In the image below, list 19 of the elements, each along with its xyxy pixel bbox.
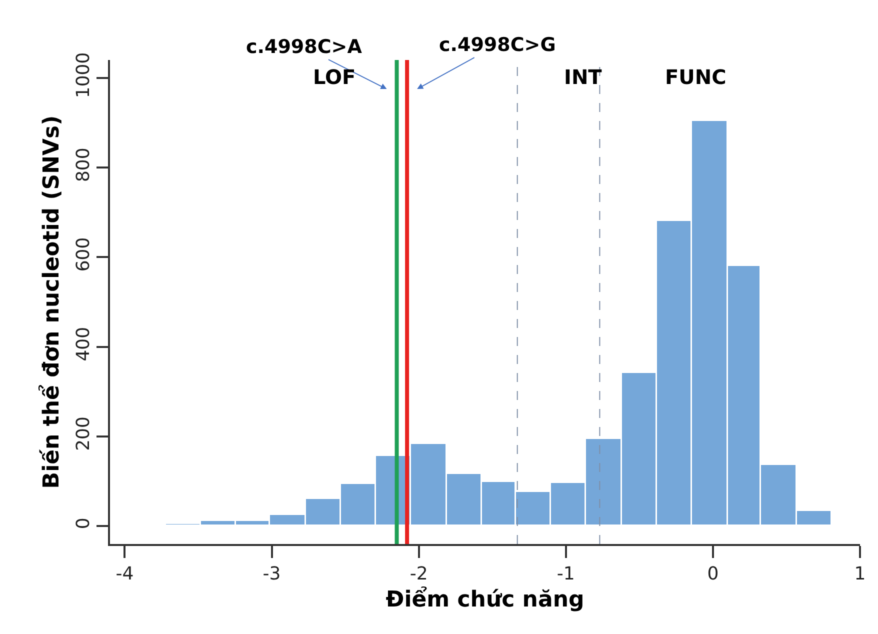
annotation: LOF <box>313 65 356 89</box>
x-tick-label: -2 <box>410 563 428 584</box>
x-tick-label: 1 <box>854 563 866 584</box>
x-tick-label: -3 <box>262 563 281 584</box>
y-tick-label: 1000 <box>73 52 94 98</box>
ref-line-label: c.4998C>A <box>246 36 362 58</box>
y-tick-label: 800 <box>73 148 94 182</box>
x-tick-label: -1 <box>556 563 575 584</box>
ref-line-label: c.4998C>G <box>439 34 556 56</box>
y-tick-label: 200 <box>73 416 94 451</box>
y-tick-label: 400 <box>73 326 94 362</box>
x-axis-title: Điểm chức năng <box>386 586 584 613</box>
annotation: INT <box>564 65 602 89</box>
x-tick-label: -4 <box>116 563 134 584</box>
y-tick-label: 0 <box>73 518 94 530</box>
y-axis-title: Biến thể đơn nucleotid (SNVs) <box>37 115 64 489</box>
annotation: FUNC <box>665 65 726 89</box>
y-tick-label: 600 <box>73 237 94 272</box>
x-tick-label: 0 <box>707 563 719 584</box>
